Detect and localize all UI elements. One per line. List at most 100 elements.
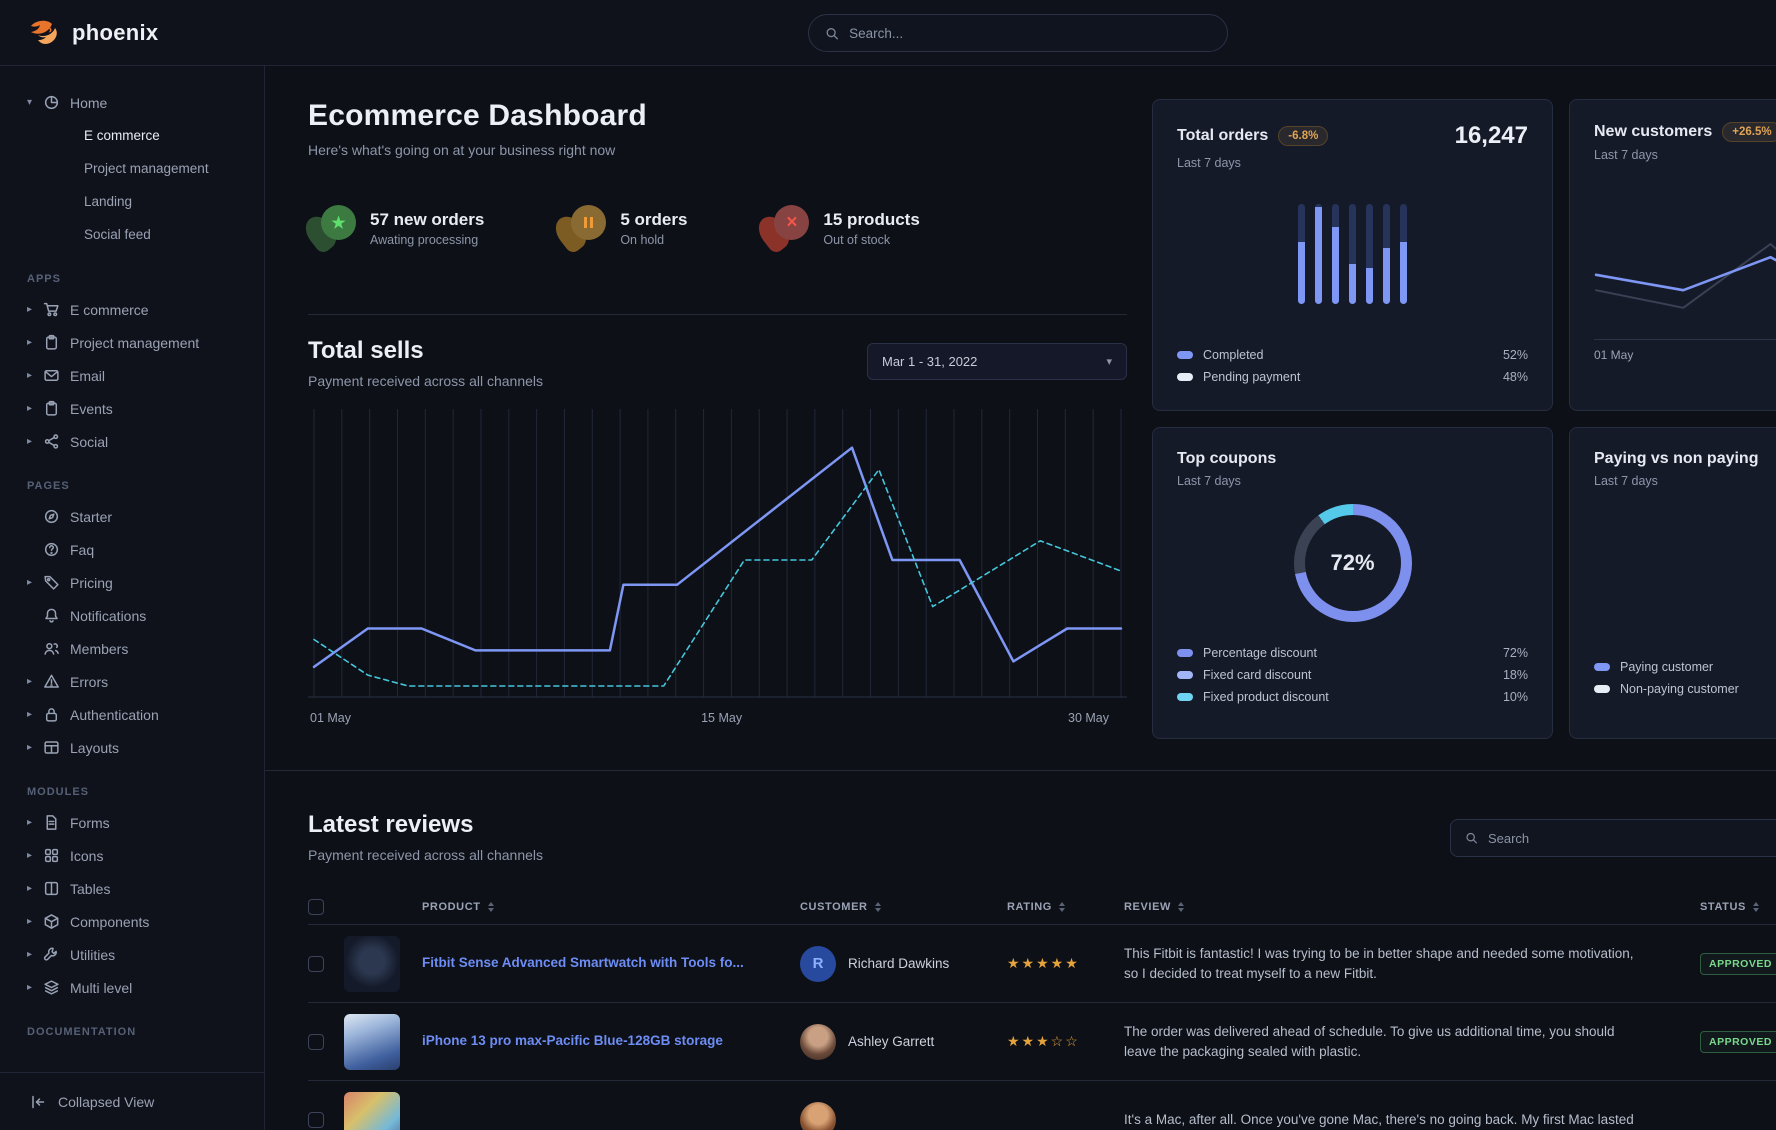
sidebar-item-multi-level[interactable]: ▸ Multi level	[0, 971, 264, 1004]
global-search-input[interactable]	[849, 25, 1211, 41]
sidebar-item-e-commerce[interactable]: ▸ E commerce	[0, 293, 264, 326]
sidebar-item-errors[interactable]: ▸ Errors	[0, 665, 264, 698]
sidebar-item-social[interactable]: ▸ Social	[0, 425, 264, 458]
bar-pending-segment	[1315, 204, 1322, 207]
row-checkbox[interactable]	[308, 1111, 324, 1128]
x-tick: 30 May	[1068, 711, 1109, 725]
sidebar-section-modules: MODULES	[27, 786, 89, 798]
column-header-status[interactable]: STATUS	[1674, 901, 1776, 913]
bar-completed-segment	[1349, 264, 1356, 304]
column-header-customer[interactable]: CUSTOMER	[794, 901, 998, 913]
sidebar-item-authentication[interactable]: ▸ Authentication	[0, 698, 264, 731]
series-payments-dashed	[313, 468, 1122, 687]
caret-right-icon: ▸	[27, 370, 33, 381]
orders-bar	[1366, 204, 1373, 304]
sort-icon	[1058, 901, 1065, 912]
brand-name: phoenix	[72, 19, 159, 45]
sidebar-item-layouts[interactable]: ▸ Layouts	[0, 731, 264, 764]
search-icon	[826, 27, 838, 39]
sort-up-arrow	[1058, 901, 1065, 906]
sidebar-item-faq[interactable]: Faq	[0, 533, 264, 566]
chevron-down-icon: ▾	[1106, 356, 1112, 368]
pause-icon	[584, 217, 594, 228]
sidebar-item-label: Members	[70, 640, 129, 657]
caret-right-icon: ▸	[27, 742, 33, 753]
new-customers-line-chart: 01 May	[1594, 210, 1776, 362]
legend-row-non-paying-customer: Non-paying customer	[1594, 682, 1776, 696]
sidebar-item-label: Starter	[70, 508, 113, 525]
sort-down-arrow	[874, 907, 881, 912]
stat-text: 57 new orders Awating processing	[370, 210, 484, 247]
sidebar-item-project-management[interactable]: Project management	[0, 152, 264, 185]
global-search[interactable]	[808, 14, 1228, 52]
bar-completed-segment	[1332, 227, 1339, 304]
row-checkbox[interactable]	[308, 955, 324, 972]
legend-label: Completed	[1203, 348, 1264, 362]
sidebar-item-pricing[interactable]: ▸ Pricing	[0, 566, 264, 599]
caret-down-icon: ▾	[27, 97, 33, 108]
legend-value: 48%	[1502, 370, 1528, 384]
legend-swatch	[1177, 649, 1193, 657]
sidebar-item-e-commerce[interactable]: E commerce	[0, 119, 264, 152]
total-sells-chart: 01 May 15 May 30 May	[308, 403, 1127, 729]
row-checkbox[interactable]	[308, 1033, 324, 1050]
status-badge-label: APPROVED	[1709, 957, 1772, 970]
stat-caption: On hold	[620, 232, 665, 247]
sidebar-item-utilities[interactable]: ▸ Utilities	[0, 938, 264, 971]
sidebar-item-landing[interactable]: Landing	[0, 185, 264, 218]
date-range-select[interactable]: Mar 1 - 31, 2022 ▾	[867, 343, 1127, 380]
star-icon: ★	[321, 205, 356, 240]
sidebar-item-project-management[interactable]: ▸ Project management	[0, 326, 264, 359]
caret-right-icon: ▸	[27, 916, 33, 927]
card-title: Top coupons	[1177, 450, 1277, 467]
sidebar-item-label: Project management	[84, 161, 209, 176]
sidebar-item-members[interactable]: Members	[0, 632, 264, 665]
sidebar-item-label: Social feed	[84, 227, 151, 242]
sidebar-item-label: E commerce	[70, 301, 149, 318]
legend-label: Fixed product discount	[1203, 690, 1329, 704]
bar-pending-segment	[1383, 204, 1390, 248]
select-all-checkbox[interactable]	[308, 898, 324, 915]
caret-right-icon: ▸	[27, 817, 33, 828]
brand-logo[interactable]: phoenix	[0, 18, 158, 48]
latest-reviews-subtitle: Payment received across all channels	[308, 847, 544, 863]
bar-pending-segment	[1366, 204, 1373, 268]
legend-label: Pending payment	[1203, 370, 1301, 384]
sidebar-item-label: Pricing	[70, 574, 113, 591]
sidebar-item-social-feed[interactable]: Social feed	[0, 218, 264, 251]
new-customers-delta-badge: +26.5%	[1722, 122, 1776, 142]
sidebar-item-home[interactable]: ▾ Home	[0, 86, 264, 119]
sidebar-item-notifications[interactable]: Notifications	[0, 599, 264, 632]
stat-text: 15 products Out of stock	[823, 210, 919, 247]
reviews-search-input[interactable]	[1487, 830, 1775, 846]
sidebar-item-components[interactable]: ▸ Components	[0, 905, 264, 938]
product-link[interactable]: iPhone 13 pro max-Pacific Blue-128GB sto…	[422, 1033, 723, 1049]
total-orders-bar-chart	[1298, 204, 1407, 304]
column-header-review[interactable]: REVIEW	[1114, 901, 1674, 913]
card-period: Last 7 days	[1594, 474, 1658, 488]
reviews-search[interactable]	[1450, 819, 1776, 857]
sidebar-item-starter[interactable]: Starter	[0, 500, 264, 533]
sidebar-section-documentation: DOCUMENTATION	[27, 1026, 137, 1038]
top-coupons-donut-chart: 72%	[1293, 504, 1412, 622]
top-coupons-card: Top coupons Last 7 days 72% Percentage d…	[1152, 427, 1553, 739]
caret-right-icon: ▸	[27, 709, 33, 720]
column-header-rating[interactable]: RATING	[998, 901, 1114, 913]
sidebar-item-tables[interactable]: ▸ Tables	[0, 872, 264, 905]
layout-icon	[44, 741, 59, 754]
card-title: New customers	[1594, 123, 1713, 140]
bar-completed-segment	[1315, 207, 1322, 304]
sidebar-item-events[interactable]: ▸ Events	[0, 392, 264, 425]
sidebar-item-icons[interactable]: ▸ Icons	[0, 839, 264, 872]
stat-awating-processing: ★ 57 new orders Awating processing	[299, 205, 484, 256]
column-header-product[interactable]: PRODUCT	[422, 901, 794, 913]
reviews-table: PRODUCT CUSTOMER RATING REVIEW STATUS Fitbit…	[308, 889, 1776, 1130]
collapse-view-button[interactable]: Collapsed View	[0, 1072, 264, 1130]
product-link[interactable]: Fitbit Sense Advanced Smartwatch with To…	[422, 955, 744, 971]
total-sells-subtitle: Payment received across all channels	[308, 373, 544, 389]
bar-pending-segment	[1349, 204, 1356, 264]
sidebar-item-email[interactable]: ▸ Email	[0, 359, 264, 392]
product-thumb-cell	[344, 935, 422, 992]
sidebar-item-forms[interactable]: ▸ Forms	[0, 806, 264, 839]
sort-up-arrow	[874, 901, 881, 906]
